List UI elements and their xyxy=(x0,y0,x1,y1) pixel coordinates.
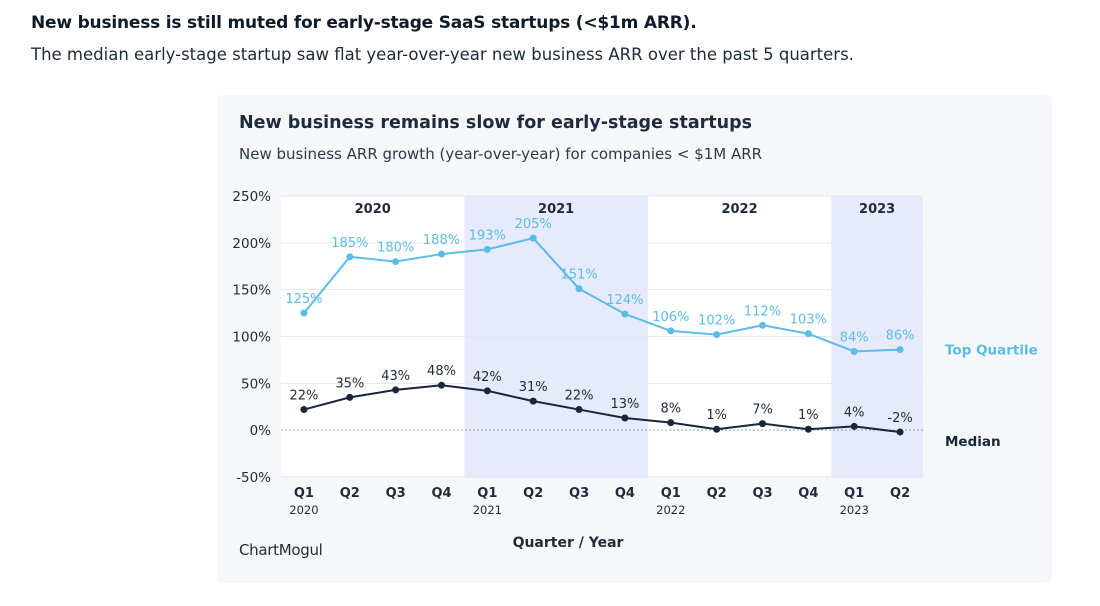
data-label: 188% xyxy=(423,233,460,248)
x-tick-label: Q4 xyxy=(615,486,635,501)
x-tick-year: 2023 xyxy=(840,503,869,517)
page-heading: New business is still muted for early-st… xyxy=(31,13,697,33)
data-point xyxy=(438,250,445,258)
legend-top-quartile: Top Quartile xyxy=(945,343,1038,359)
page-subheading: The median early-stage startup saw flat … xyxy=(31,45,854,64)
data-point xyxy=(804,425,812,433)
data-point xyxy=(346,393,354,401)
x-tick-label: Q4 xyxy=(798,486,818,501)
y-tick-label: 50% xyxy=(241,376,271,392)
data-label: 22% xyxy=(565,389,594,404)
data-point xyxy=(667,419,675,427)
x-tick-label: Q4 xyxy=(431,486,451,501)
y-tick-label: 100% xyxy=(232,330,271,346)
x-tick-label: Q1 xyxy=(294,486,314,501)
x-tick-label: Q2 xyxy=(890,486,910,501)
legend-median: Median xyxy=(945,434,1001,450)
data-label: 35% xyxy=(335,376,364,391)
x-axis-label: Quarter / Year xyxy=(513,535,624,551)
data-point xyxy=(713,425,721,433)
data-point xyxy=(438,381,445,389)
x-tick-year: 2022 xyxy=(656,503,685,517)
y-tick-label: 200% xyxy=(232,236,271,252)
data-label: 193% xyxy=(469,228,506,243)
x-tick-label: Q1 xyxy=(844,486,864,501)
x-tick-label: Q1 xyxy=(661,486,681,501)
data-label: 86% xyxy=(886,329,915,344)
year-label-2021: 2021 xyxy=(538,202,574,217)
data-point xyxy=(392,258,400,266)
data-label: 102% xyxy=(698,314,735,329)
data-point xyxy=(621,414,629,422)
data-label: 42% xyxy=(473,370,502,385)
series-line-top-quartile xyxy=(303,237,901,353)
chart-subtitle: New business ARR growth (year-over-year)… xyxy=(239,145,763,163)
x-tick-label: Q3 xyxy=(386,486,406,501)
data-label: 22% xyxy=(289,389,318,404)
x-tick-label: Q2 xyxy=(523,486,543,501)
data-label: 8% xyxy=(660,402,681,417)
x-tick-label: Q2 xyxy=(340,486,360,501)
data-label: 31% xyxy=(519,380,548,395)
data-point xyxy=(850,347,858,355)
data-label: 4% xyxy=(844,405,865,420)
x-tick-label: Q3 xyxy=(569,486,589,501)
data-label: 13% xyxy=(610,397,639,412)
data-label: 106% xyxy=(652,310,689,325)
data-label: 48% xyxy=(427,364,456,379)
data-label: 125% xyxy=(285,292,322,307)
series-line-median xyxy=(303,384,901,434)
data-point xyxy=(575,406,583,414)
data-point xyxy=(804,330,812,338)
chart-title: New business remains slow for early-stag… xyxy=(239,113,753,133)
x-tick-year: 2020 xyxy=(289,503,318,517)
x-tick-label: Q3 xyxy=(752,486,772,501)
y-tick-label: 0% xyxy=(250,423,272,439)
data-point xyxy=(850,422,858,430)
data-label: 1% xyxy=(706,408,727,423)
year-label-2022: 2022 xyxy=(721,202,757,217)
y-tick-label: 250% xyxy=(232,189,271,205)
data-label: 180% xyxy=(377,241,414,256)
data-point xyxy=(529,397,537,405)
brand-logo: ChartMogul xyxy=(239,541,323,559)
x-tick-label: Q1 xyxy=(477,486,497,501)
data-point xyxy=(713,331,721,339)
data-point xyxy=(300,309,308,317)
data-label: 185% xyxy=(331,236,368,251)
x-tick-year: 2021 xyxy=(473,503,502,517)
data-label: 151% xyxy=(560,268,597,283)
data-point xyxy=(759,420,766,428)
year-label-2020: 2020 xyxy=(355,202,391,217)
data-point xyxy=(575,285,583,293)
data-point xyxy=(667,327,675,335)
data-label: 84% xyxy=(840,330,869,345)
data-point xyxy=(346,253,354,261)
y-tick-label: -50% xyxy=(236,470,271,486)
data-label: 103% xyxy=(790,313,827,328)
year-label-2023: 2023 xyxy=(859,202,895,217)
data-label: -2% xyxy=(887,411,912,426)
data-point xyxy=(621,310,629,318)
data-point xyxy=(300,406,308,414)
data-point xyxy=(759,321,766,329)
data-point xyxy=(483,387,491,395)
data-label: 205% xyxy=(515,217,552,232)
data-label: 1% xyxy=(798,408,819,423)
data-label: 43% xyxy=(381,369,410,384)
x-tick-label: Q2 xyxy=(707,486,727,501)
data-label: 7% xyxy=(752,403,773,418)
data-point xyxy=(392,386,400,394)
data-point xyxy=(483,245,491,253)
data-point xyxy=(896,346,904,354)
data-label: 112% xyxy=(744,304,781,319)
data-point xyxy=(896,428,904,436)
data-point xyxy=(529,234,537,242)
data-label: 124% xyxy=(606,293,643,308)
y-tick-label: 150% xyxy=(232,283,271,299)
